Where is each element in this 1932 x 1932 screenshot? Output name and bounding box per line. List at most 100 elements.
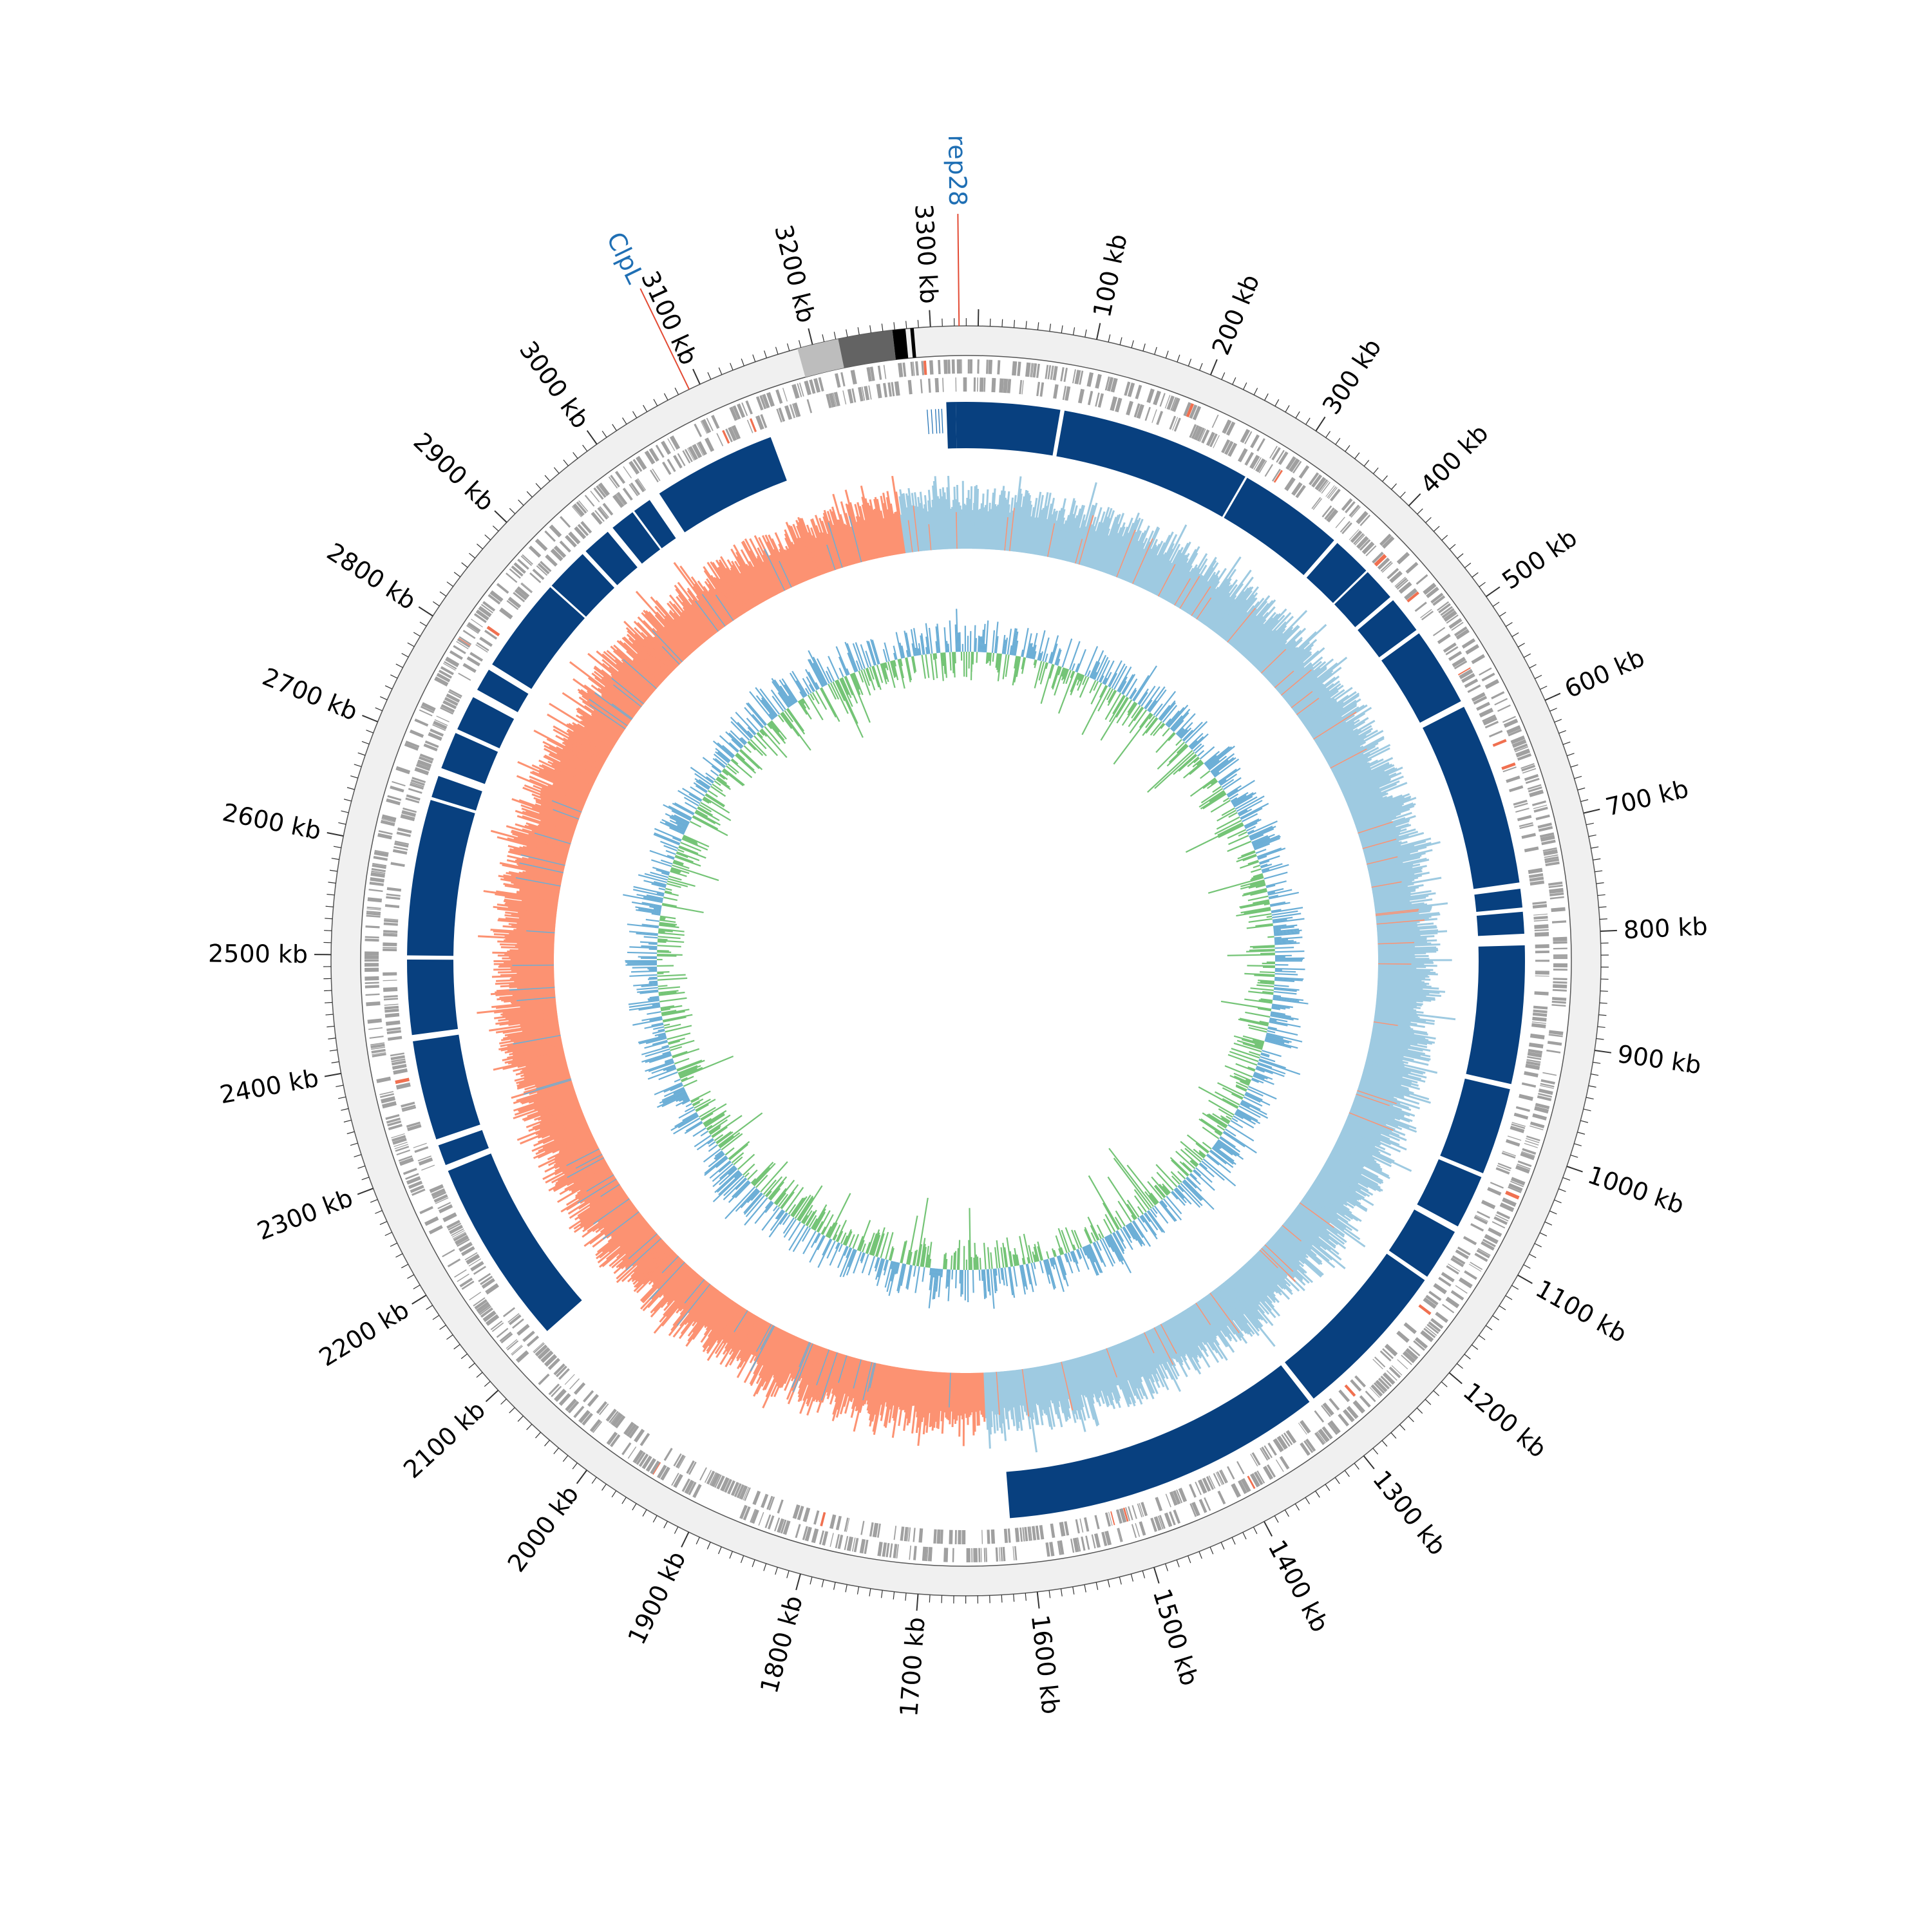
gc-content-high-bar: [645, 1060, 674, 1072]
gc-content-low-bar: [777, 1193, 789, 1208]
gc-content-low-bar: [1012, 1254, 1016, 1267]
gc-content-low-bar: [696, 1104, 709, 1112]
gc-content-high-bar: [1039, 651, 1044, 661]
cds-feature: [1327, 486, 1337, 498]
gc-content-low-bar: [1045, 662, 1048, 669]
gc-content-high-bar: [938, 1269, 941, 1276]
gc-skew-negative-bar: [685, 1294, 725, 1347]
gc-skew-positive-bar: [1139, 1334, 1158, 1369]
gc-skew-negative-bar: [626, 650, 663, 684]
gc-skew-negative-bar: [730, 1315, 758, 1360]
cds-feature: [1551, 997, 1567, 1001]
cds-feature: [777, 1518, 785, 1533]
gc-skew-positive-bar: [1266, 623, 1327, 681]
tick-label: 1100 kb: [1531, 1274, 1631, 1349]
gc-skew-positive-bar: [1360, 1077, 1430, 1101]
cds-feature: [560, 516, 571, 528]
gc-skew-positive-bar: [1322, 734, 1359, 757]
cds-feature: [1553, 978, 1567, 981]
gc-skew-positive-bar: [1188, 574, 1217, 616]
gc-content-low-bar: [1229, 1075, 1250, 1085]
minor-tick: [1485, 1325, 1493, 1331]
cds-feature: [1338, 1413, 1350, 1426]
gc-skew-positive-bar: [1375, 903, 1428, 912]
minor-tick: [544, 1439, 550, 1446]
gc-skew-positive-bar: [1287, 1217, 1342, 1261]
gc-skew-positive-bar: [1215, 586, 1252, 634]
homology-block: [431, 775, 482, 811]
gc-skew-negative-bar: [762, 561, 781, 594]
gc-skew-negative-bar: [611, 1213, 641, 1237]
gc-skew-negative-bar: [554, 1137, 595, 1159]
gc-skew-positive-bar: [1344, 778, 1392, 800]
minor-tick: [1107, 1579, 1110, 1587]
minor-tick: [324, 990, 332, 992]
gc-skew-negative-bar: [589, 1185, 622, 1208]
cds-feature: [774, 1517, 781, 1531]
gc-skew-positive-bar: [976, 509, 980, 549]
gc-skew-negative-bar: [565, 1175, 615, 1206]
cds-feature: [1544, 856, 1559, 861]
gc-content-high-bar: [935, 1268, 940, 1292]
cds-feature: [850, 370, 857, 384]
gc-content-low-bar: [1114, 1217, 1122, 1229]
gc-skew-positive-bar: [1162, 1321, 1191, 1370]
gc-skew-positive-bar: [1369, 866, 1413, 878]
gc-content-high-bar: [1092, 662, 1101, 679]
cds-feature: [1553, 981, 1567, 984]
gc-content-high-bar: [638, 1006, 661, 1011]
cds-feature: [414, 718, 429, 727]
gc-content-high-bar: [1260, 863, 1273, 869]
gc-skew-negative-bar: [753, 1327, 779, 1375]
gc-content-high-bar: [1144, 699, 1153, 710]
gc-content-low-bar: [1108, 690, 1116, 703]
gc-skew-positive-bar: [1369, 1044, 1421, 1057]
cds-feature: [1157, 1515, 1164, 1530]
gc-content-low-bar: [1077, 673, 1081, 680]
gc-skew-positive-bar: [1094, 510, 1115, 570]
gc-skew-positive-bar: [1356, 811, 1412, 832]
gc-skew-negative-bar: [785, 522, 811, 580]
gc-skew-negative-bar: [925, 1371, 933, 1433]
cds-feature: [1159, 1515, 1166, 1530]
gc-skew-negative-bar: [531, 764, 591, 793]
gc-content-high-bar: [1049, 1258, 1053, 1267]
gc-skew-positive-bar: [1336, 1139, 1392, 1168]
gc-content-high-bar: [1027, 643, 1032, 658]
cds-feature: [829, 1533, 834, 1548]
gc-content-high-bar: [1183, 721, 1203, 742]
gc-skew-negative-bar: [522, 857, 565, 869]
gc-skew-positive-bar: [1144, 531, 1174, 591]
minor-tick: [1591, 1074, 1599, 1076]
gc-skew-positive-bar: [1011, 1370, 1020, 1428]
gc-content-high-bar: [703, 1148, 721, 1163]
minor-tick: [1284, 1510, 1289, 1517]
gc-skew-minor-bar: [798, 1341, 810, 1368]
gc-content-high-bar: [835, 1242, 840, 1249]
minor-tick: [1315, 1490, 1320, 1498]
gc-content-low-bar: [733, 1156, 743, 1166]
cds-feature: [606, 1432, 618, 1446]
gc-content-low-bar: [1060, 1247, 1065, 1255]
cds-feature: [1335, 516, 1345, 529]
gc-skew-positive-bar: [1376, 1003, 1414, 1010]
gc-skew-negative-bar: [548, 753, 598, 779]
gc-skew-positive-bar: [1376, 996, 1423, 1003]
gc-skew-positive-bar: [1373, 891, 1411, 900]
cds-feature: [520, 583, 533, 594]
gc-content-high-bar: [643, 896, 663, 902]
cds-feature: [1236, 1461, 1245, 1475]
gc-content-low-bar: [1131, 705, 1141, 719]
cds-feature: [1352, 1400, 1365, 1414]
gc-content-low-bar: [873, 1235, 881, 1256]
gc-skew-positive-bar: [1341, 770, 1385, 791]
cds-feature: [1039, 1525, 1045, 1540]
gc-content-high-bar: [1067, 1252, 1072, 1262]
gc-content-low-bar: [680, 1077, 688, 1081]
gc-content-high-bar: [1260, 1053, 1270, 1058]
gc-content-high-bar: [1171, 708, 1191, 731]
gc-skew-negative-bar: [703, 585, 730, 624]
gc-content-high-bar: [1197, 750, 1205, 757]
cds-feature: [573, 1405, 585, 1419]
minor-tick: [881, 323, 884, 332]
